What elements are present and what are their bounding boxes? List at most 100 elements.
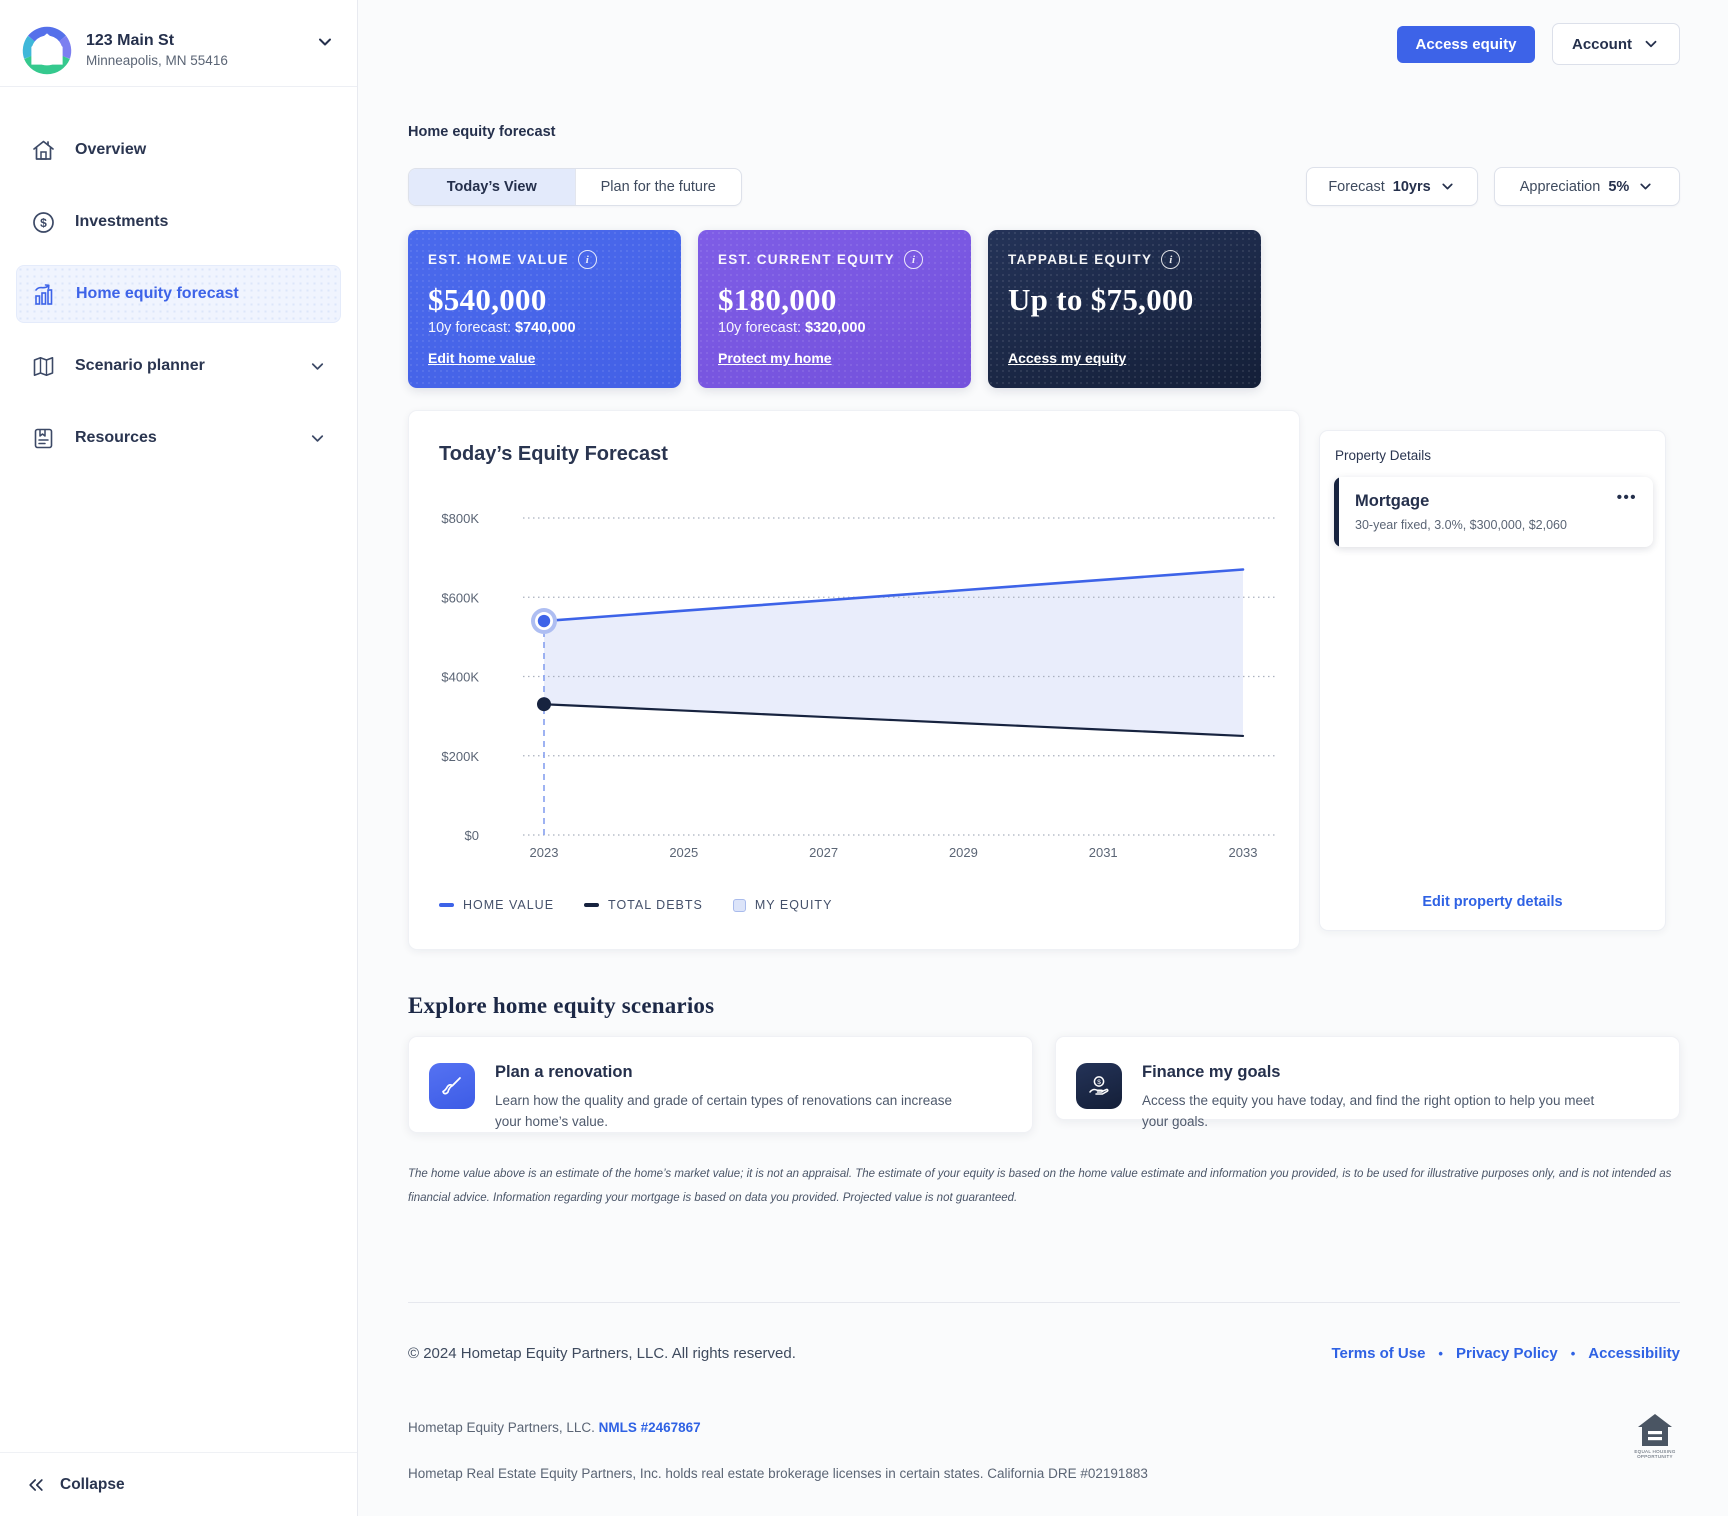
address-line2: Minneapolis, MN 55416: [86, 53, 228, 68]
property-details-panel: Property Details Mortgage 30-year fixed,…: [1319, 430, 1666, 931]
account-menu-button[interactable]: Account: [1552, 23, 1680, 65]
appreciation-value: 5%: [1608, 178, 1630, 195]
equal-housing-caption: EQUAL HOUSING OPPORTUNITY: [1634, 1449, 1676, 1459]
sidebar-collapse-button[interactable]: Collapse: [0, 1452, 357, 1516]
privacy-policy-link[interactable]: Privacy Policy: [1455, 1345, 1558, 1362]
disclaimer-text: The home value above is an estimate of t…: [408, 1168, 1672, 1204]
view-tabs: Today’s View Plan for the future: [408, 168, 742, 206]
svg-text:$: $: [40, 216, 47, 230]
info-icon[interactable]: i: [577, 250, 597, 269]
svg-text:$200K: $200K: [441, 749, 479, 764]
footer-divider: [408, 1302, 1680, 1303]
equity-forecast-chart: $0 $200K $400K $600K $800K 2023 2025 2027 2029 20…: [441, 511, 1275, 860]
svg-text:2023: 2023: [530, 845, 559, 860]
dot-separator: •: [1438, 1346, 1443, 1361]
svg-text:$: $: [1097, 1079, 1101, 1086]
forecast-label: Forecast: [1328, 178, 1385, 195]
double-chevron-left-icon: [29, 1478, 43, 1491]
legend-total-debts: TOTAL DEBTS: [584, 898, 703, 912]
sidebar-item-resources[interactable]: Resources: [16, 409, 341, 467]
total-debts-swatch: [584, 903, 600, 907]
forecast-value: 10yrs: [1392, 178, 1431, 195]
scenario-description: Learn how the quality and grade of certa…: [495, 1093, 953, 1129]
chevron-down-icon: [1442, 183, 1453, 190]
info-icon[interactable]: i: [903, 250, 923, 269]
document-icon: [34, 428, 53, 448]
map-icon: [33, 356, 54, 376]
card-value: Up to $75,000: [1008, 282, 1194, 317]
chart-legend: HOME VALUE TOTAL DEBTS MY EQUITY: [439, 898, 832, 912]
card-label: TAPPABLE EQUITY: [1008, 252, 1153, 267]
sidebar-item-label: Resources: [75, 429, 157, 446]
hometap-logo-icon: [22, 26, 72, 75]
dot-separator: •: [1570, 1346, 1576, 1361]
forecast-dropdown[interactable]: Forecast 10yrs: [1306, 167, 1478, 206]
svg-text:$600K: $600K: [441, 590, 479, 605]
svg-text:$400K: $400K: [441, 670, 479, 685]
sidebar-item-label: Scenario planner: [75, 357, 205, 374]
chevron-down-icon: [311, 362, 324, 370]
collapse-label: Collapse: [60, 1475, 125, 1493]
scenarios-heading: Explore home equity scenarios: [408, 993, 715, 1018]
chevron-down-icon: [311, 434, 324, 442]
home-value-swatch: [439, 903, 454, 907]
house-icon: [33, 140, 54, 160]
mortgage-card: Mortgage 30-year fixed, 3.0%, $300,000, …: [1334, 477, 1653, 547]
copyright-text: © 2024 Hometap Equity Partners, LLC. All…: [408, 1345, 796, 1362]
card-value: $180,000: [718, 282, 837, 317]
account-label: Account: [1572, 35, 1632, 53]
chevron-down-icon: [1640, 183, 1651, 190]
property-address: 123 Main St Minneapolis, MN 55416: [86, 32, 228, 68]
protect-my-home-link[interactable]: Protect my home: [718, 350, 832, 366]
mortgage-name: Mortgage: [1355, 492, 1430, 510]
est-home-value-card: EST. HOME VALUE i $540,000 10y forecast:…: [408, 230, 681, 388]
sidebar-item-home-equity-forecast[interactable]: Home equity forecast: [16, 265, 341, 323]
card-label: EST. CURRENT EQUITY: [718, 252, 895, 267]
equal-housing-logo: EQUAL HOUSING OPPORTUNITY: [1630, 1412, 1680, 1459]
footer-links: Terms of Use • Privacy Policy • Accessib…: [1332, 1345, 1681, 1362]
scenario-description: Access the equity you have today, and fi…: [1142, 1093, 1595, 1129]
edit-property-details-link[interactable]: Edit property details: [1422, 894, 1563, 910]
access-my-equity-link[interactable]: Access my equity: [1008, 350, 1127, 366]
info-icon[interactable]: i: [1161, 250, 1181, 269]
page-title: Home equity forecast: [408, 124, 556, 140]
paintbrush-icon: [429, 1063, 475, 1109]
equal-housing-house-icon: [1638, 1414, 1672, 1446]
scenario-title: Plan a renovation: [495, 1063, 633, 1081]
address-line1: 123 Main St: [86, 32, 175, 49]
finance-goals-card[interactable]: $ Finance my goals Access the equity you…: [1055, 1036, 1680, 1129]
accent-bar: [1334, 477, 1339, 547]
chart-title: Today’s Equity Forecast: [439, 443, 668, 465]
card-label: EST. HOME VALUE: [428, 252, 569, 267]
property-details-title: Property Details: [1335, 448, 1432, 463]
brokerage-line: Hometap Real Estate Equity Partners, Inc…: [408, 1466, 1148, 1481]
accessibility-link[interactable]: Accessibility: [1588, 1345, 1680, 1362]
terms-of-use-link[interactable]: Terms of Use: [1331, 1345, 1426, 1362]
nmls-link[interactable]: NMLS #2467867: [598, 1420, 701, 1435]
appreciation-label: Appreciation: [1519, 178, 1601, 195]
appreciation-dropdown[interactable]: Appreciation 5%: [1494, 167, 1680, 206]
access-equity-button[interactable]: Access equity: [1397, 26, 1535, 63]
sidebar-item-scenario-planner[interactable]: Scenario planner: [16, 337, 341, 395]
property-switcher[interactable]: 123 Main St Minneapolis, MN 55416: [0, 0, 357, 87]
sidebar-item-investments[interactable]: $ Investments: [16, 193, 341, 251]
plan-renovation-card[interactable]: Plan a renovation Learn how the quality …: [408, 1036, 1033, 1133]
svg-text:2033: 2033: [1229, 845, 1258, 860]
dollar-circle-icon: $: [33, 211, 54, 233]
card-value: $540,000: [428, 282, 547, 317]
chevron-down-icon[interactable]: [315, 32, 335, 52]
tab-plan-for-future[interactable]: Plan for the future: [574, 169, 742, 205]
mortgage-description: 30-year fixed, 3.0%, $300,000, $2,060: [1355, 518, 1567, 532]
legend-home-value: HOME VALUE: [439, 898, 554, 912]
ellipsis-menu-icon[interactable]: •••: [1616, 489, 1637, 506]
svg-text:$800K: $800K: [441, 511, 479, 526]
sidebar-item-overview[interactable]: Overview: [16, 121, 341, 179]
card-forecast: 10y forecast: $740,000: [428, 320, 576, 336]
scenario-title: Finance my goals: [1142, 1063, 1281, 1081]
tab-todays-view[interactable]: Today’s View: [409, 169, 575, 205]
sidebar-item-label: Overview: [75, 141, 147, 158]
edit-home-value-link[interactable]: Edit home value: [428, 350, 536, 366]
my-equity-swatch: [732, 898, 746, 912]
sidebar-nav: Overview $ Investments Home equity forec…: [0, 87, 357, 467]
